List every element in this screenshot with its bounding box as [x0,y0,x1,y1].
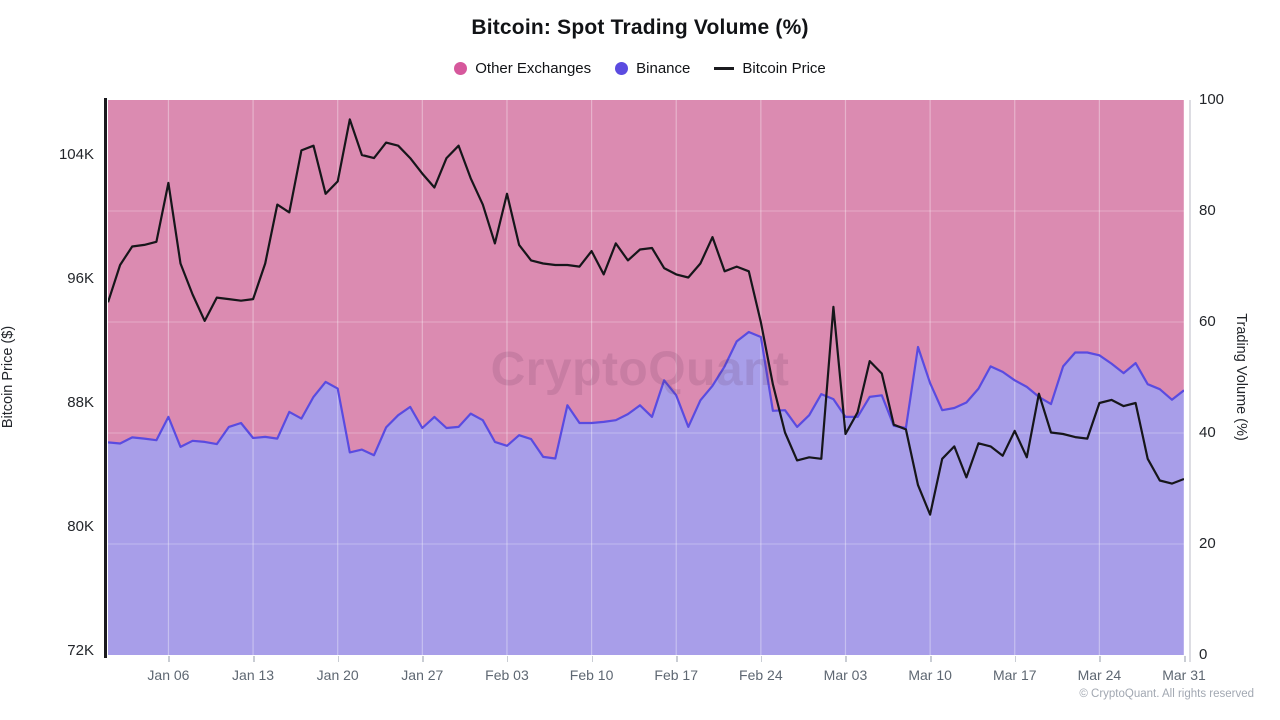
binance-swatch-icon [615,62,629,75]
left-axis-tick-label: 80K [67,518,94,535]
x-axis-tick-mark [253,656,255,662]
plot-area[interactable] [108,100,1184,655]
right-axis-tick-label: 0 [1199,646,1208,663]
x-axis-tick-mark [422,656,424,662]
left-axis-tick-label: 104K [58,146,94,163]
other-exchanges-swatch-icon [454,62,468,75]
binance-area [108,332,1184,655]
x-axis-tick-mark [1184,656,1186,662]
left-axis-title: Bitcoin Price ($) [0,325,16,429]
x-axis-tick-label: Feb 24 [739,667,783,683]
x-axis-tick-mark [591,656,594,662]
x-axis-tick-label: Jan 27 [401,667,444,683]
x-axis-tick-mark [337,656,340,662]
right-axis-tick-label: 100 [1199,91,1225,108]
legend: Other Exchanges Binance Bitcoin Price [0,60,1280,77]
right-axis-line [1189,100,1191,662]
chart-title: Bitcoin: Spot Trading Volume (%) [471,16,809,39]
copyright-notice: © CryptoQuant. All rights reserved [1079,688,1254,700]
legend-label-binance: Binance [636,60,691,77]
x-axis-tick-label: Mar 24 [1077,667,1122,683]
x-axis-tick-label: Jan 20 [316,667,359,683]
right-axis-title: Trading Volume (%) [1233,313,1249,441]
x-axis-tick-label: Mar 31 [1162,667,1206,683]
x-axis-tick-label: Feb 03 [485,667,529,683]
left-axis-tick-label: 96K [67,270,94,287]
right-axis-tick-label: 80 [1199,202,1216,219]
bitcoin-price-swatch-icon [714,67,735,70]
right-axis-tick-label: 40 [1199,424,1216,441]
x-axis-tick-mark [676,656,678,662]
x-axis-tick-mark [168,656,170,662]
x-axis-tick-mark [930,656,932,662]
bitcoin-price-line [108,118,1184,516]
x-axis-tick-label: Mar 10 [908,667,952,683]
x-axis-tick-label: Mar 17 [992,667,1037,683]
right-axis-tick-label: 60 [1199,313,1216,330]
left-axis-tick-label: 88K [67,394,94,411]
x-axis-tick-label: Jan 06 [147,667,190,683]
x-axis-tick-mark [1099,656,1101,662]
x-axis-tick-label: Mar 03 [823,667,868,683]
x-axis-tick-label: Jan 13 [232,667,275,683]
legend-item-other-exchanges[interactable]: Other Exchanges [454,60,591,77]
left-axis-tick-label: 72K [67,642,94,659]
x-axis-tick-label: Feb 17 [654,667,699,683]
x-axis-tick-mark [760,656,763,662]
x-axis-tick-mark [845,656,847,662]
stacked-area-chart[interactable] [108,100,1184,655]
binance-boundary-line [108,330,1184,460]
legend-item-bitcoin-price[interactable]: Bitcoin Price [714,60,826,77]
x-axis-tick-mark [506,656,509,662]
legend-label-bitcoin-price: Bitcoin Price [742,60,826,77]
legend-label-other-exchanges: Other Exchanges [475,60,592,77]
right-axis-tick-label: 20 [1199,535,1216,552]
x-axis-tick-label: Feb 10 [569,667,614,683]
left-axis-line [104,98,107,658]
legend-item-binance[interactable]: Binance [615,60,690,77]
x-axis-tick-mark [1014,656,1017,662]
